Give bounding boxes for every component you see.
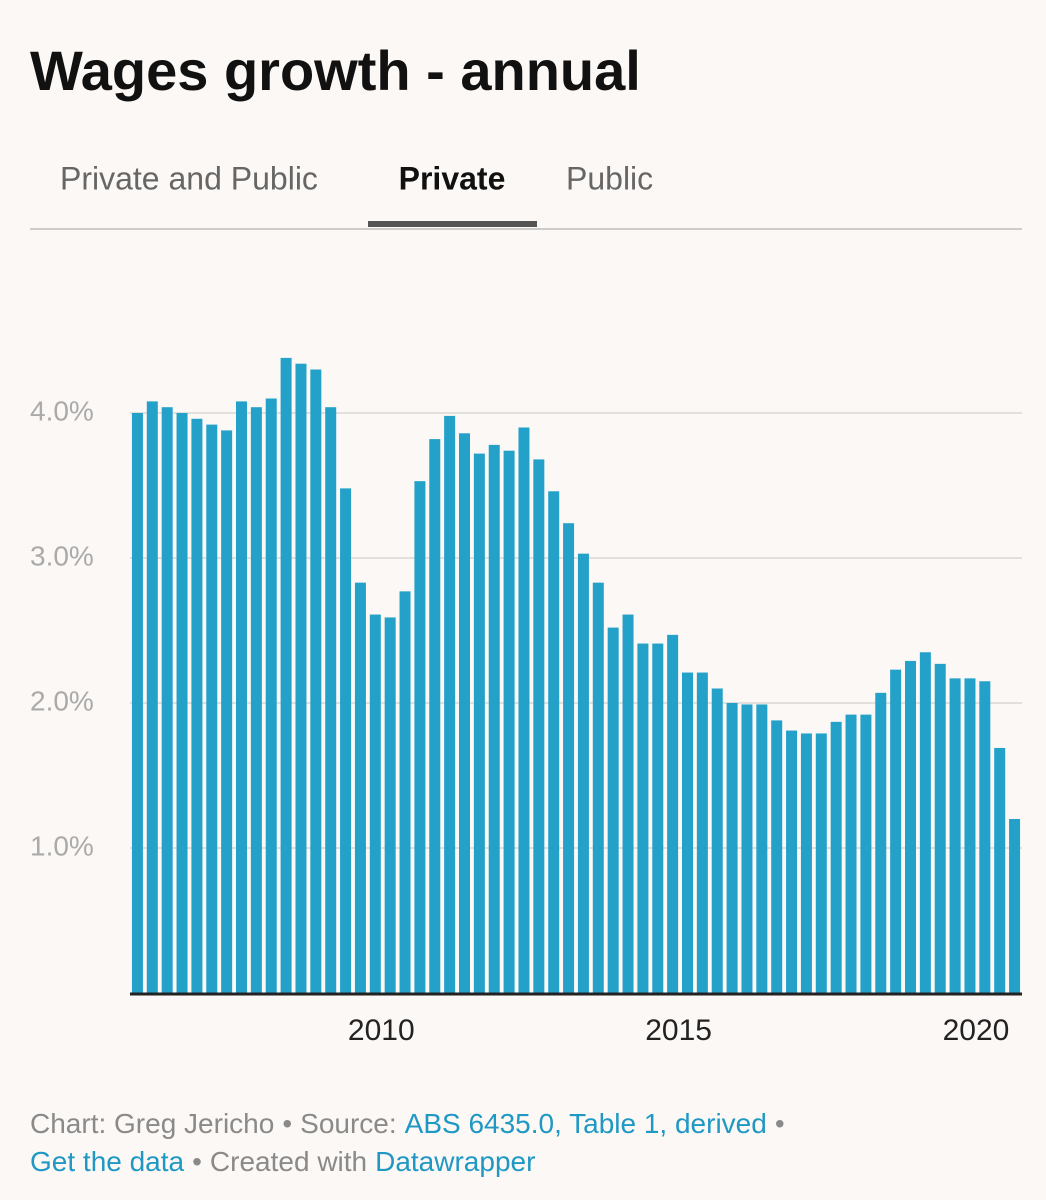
footer-link[interactable]: ABS 6435.0, Table 1, derived (405, 1108, 767, 1139)
bar (904, 660, 917, 993)
footer-text: • (282, 1108, 292, 1139)
bar (518, 427, 530, 993)
bar (131, 413, 143, 993)
bar (414, 481, 426, 993)
footer-text: • (192, 1146, 202, 1177)
footer-link[interactable]: Datawrapper (375, 1146, 535, 1177)
bar (458, 433, 471, 993)
bar (354, 582, 366, 993)
bar (919, 652, 931, 993)
y-tick-label: 2.0% (30, 685, 94, 716)
footer-text: Created with (210, 1146, 367, 1177)
bar (964, 678, 976, 993)
bar (875, 692, 887, 993)
bar (310, 369, 322, 993)
tab[interactable]: Private and Public (60, 160, 318, 196)
bar (1009, 819, 1021, 993)
bar (949, 678, 961, 993)
bar (206, 424, 218, 994)
active-tab-underline (368, 221, 537, 227)
bar (250, 407, 262, 993)
bar (771, 720, 783, 993)
bar (652, 643, 664, 993)
bar (340, 488, 352, 993)
bar (146, 401, 158, 993)
x-tick-label: 2010 (348, 1014, 415, 1047)
bar (845, 714, 857, 993)
bar (384, 617, 396, 993)
footer-line: Chart: Greg Jericho • Source: ABS 6435.0, T… (30, 1108, 785, 1139)
y-tick-label: 4.0% (30, 395, 94, 426)
bar (295, 363, 307, 993)
bar (756, 704, 768, 993)
bar (800, 733, 812, 993)
bar (325, 407, 337, 993)
bar (622, 614, 634, 993)
tab[interactable]: Public (566, 160, 653, 196)
bar (994, 747, 1006, 993)
bar (503, 450, 515, 993)
chart-title: Wages growth - annual (30, 39, 641, 102)
bar (860, 714, 872, 993)
bar (786, 730, 798, 993)
bar (592, 582, 604, 993)
bar (726, 703, 738, 993)
bar (191, 418, 203, 993)
bar (890, 669, 902, 993)
footer-text: • (775, 1108, 785, 1139)
bar (444, 415, 456, 993)
bar (563, 523, 575, 993)
bar (934, 663, 946, 993)
bar (637, 643, 649, 993)
bar (161, 407, 173, 993)
bar (265, 398, 277, 993)
bar (696, 672, 708, 993)
footer-text: Source: (300, 1108, 397, 1139)
bar (681, 672, 694, 993)
bar (176, 413, 188, 993)
bar (533, 459, 545, 993)
bar (667, 634, 679, 993)
bar (741, 704, 753, 993)
bar (221, 430, 233, 993)
footer-line: Get the data • Created with Datawrapper (30, 1146, 535, 1177)
bar (280, 357, 292, 993)
y-tick-label: 3.0% (30, 540, 94, 571)
tab[interactable]: Private (399, 160, 506, 196)
footer-text: Chart: Greg Jericho (30, 1108, 274, 1139)
footer-link[interactable]: Get the data (30, 1146, 185, 1177)
bar (473, 453, 485, 994)
bar (830, 721, 842, 993)
bar (369, 614, 381, 993)
bar (815, 733, 827, 993)
bar (548, 491, 560, 993)
bar (711, 688, 723, 993)
bar (399, 591, 411, 993)
bar (235, 401, 248, 993)
bar (979, 681, 991, 993)
bar (488, 444, 500, 993)
y-tick-label: 1.0% (30, 830, 94, 861)
x-tick-label: 2015 (645, 1014, 712, 1047)
bar (429, 439, 441, 994)
bar (607, 627, 619, 993)
x-tick-label: 2020 (943, 1014, 1010, 1047)
bar (577, 553, 589, 993)
